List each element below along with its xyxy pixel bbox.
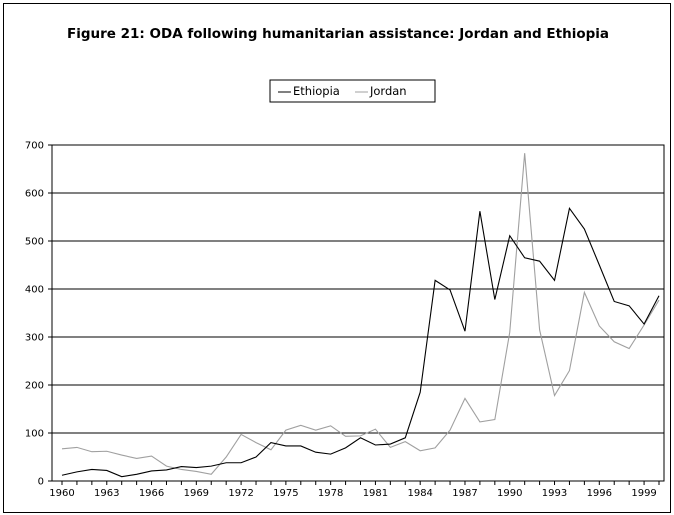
chart-title: Figure 21: ODA following humanitarian as… [67,26,609,42]
series-line-ethiopia [61,207,660,478]
x-tick-label-1987: 1987 [452,488,477,499]
y-tick-label-600: 600 [25,189,44,200]
x-tick-label-1978: 1978 [318,488,343,499]
x-tick-label-1972: 1972 [228,488,253,499]
y-tick-label-700: 700 [25,141,44,152]
y-tick-label-0: 0 [38,477,44,488]
x-tick-label-1975: 1975 [273,488,298,499]
x-tick-label-1981: 1981 [363,488,388,499]
legend-box [269,79,436,103]
x-tick-label-1966: 1966 [139,488,164,499]
x-tick-label-1984: 1984 [407,488,432,499]
x-tick-label-1996: 1996 [587,488,612,499]
x-tick-label-1999: 1999 [631,488,656,499]
y-tick-label-400: 400 [25,285,44,296]
x-tick-label-1993: 1993 [542,488,567,499]
x-tick-label-1969: 1969 [184,488,209,499]
plot-border [51,144,665,482]
y-tick-label-100: 100 [25,429,44,440]
series-line-jordan [61,153,660,475]
x-tick-label-1963: 1963 [94,488,119,499]
legend-label-jordan: Jordan [369,84,407,98]
legend-label-ethiopia: Ethiopia [293,84,340,98]
x-tick-label-1960: 1960 [49,488,74,499]
y-tick-label-500: 500 [25,237,44,248]
plot-area: 0 100 200 300 400 500 600 700 1960 1963 1966 1969 19… [25,141,665,499]
y-tick-label-200: 200 [25,381,44,392]
x-tick-label-1990: 1990 [497,488,522,499]
y-tick-label-300: 300 [25,333,44,344]
legend: Ethiopia Jordan [269,79,436,103]
